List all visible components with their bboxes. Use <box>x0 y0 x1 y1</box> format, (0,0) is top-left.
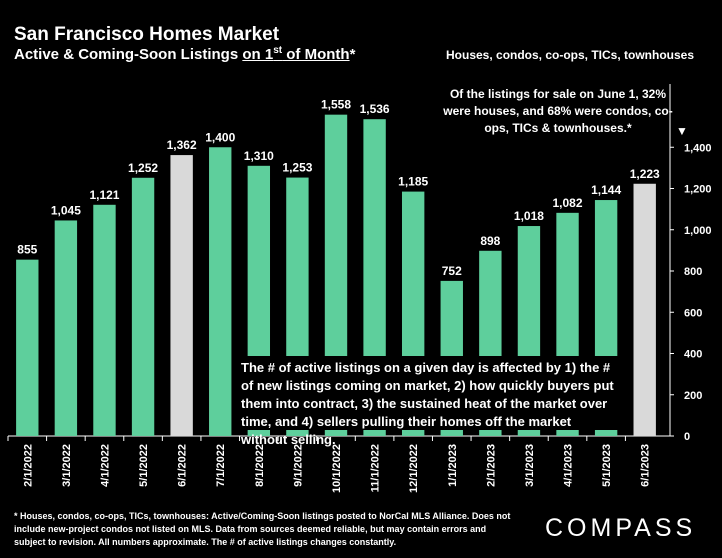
subtitle-prefix: Active & Coming-Soon Listings <box>14 46 243 63</box>
bar-3/1/2022 <box>54 220 78 436</box>
data-label-7/1/2022: 1,400 <box>205 130 235 144</box>
bar-4/1/2022 <box>93 204 116 436</box>
x-tick-label-5/1/2023: 5/1/2023 <box>601 444 613 487</box>
subtitle-superscript: st <box>273 45 283 56</box>
footnote: * Houses, condos, co-ops, TICs, townhous… <box>14 511 511 547</box>
data-label-4/1/2022: 1,121 <box>89 188 119 202</box>
data-label-8/1/2022: 1,310 <box>244 149 274 163</box>
y-tick-label: 1,400 <box>684 142 712 154</box>
y-tick-label: 1,000 <box>684 225 712 237</box>
x-tick-label-4/1/2022: 4/1/2022 <box>99 444 111 487</box>
bar-5/1/2022 <box>131 177 155 436</box>
x-tick-label-12/1/2022: 12/1/2022 <box>408 444 420 493</box>
x-tick-label-9/1/2022: 9/1/2022 <box>292 444 304 487</box>
y-tick-label: 600 <box>684 307 702 319</box>
x-tick-label-6/1/2023: 6/1/2023 <box>640 444 652 487</box>
data-label-5/1/2023: 1,144 <box>591 183 621 197</box>
data-label-2/1/2022: 855 <box>17 243 37 257</box>
data-label-4/1/2023: 1,082 <box>553 196 583 210</box>
x-tick-label-7/1/2022: 7/1/2022 <box>215 444 227 487</box>
data-label-6/1/2023: 1,223 <box>630 167 660 181</box>
data-label-12/1/2022: 1,185 <box>398 175 428 189</box>
y-tick-label: 0 <box>684 431 690 443</box>
category-note: Houses, condos, co-ops, TICs, townhouses <box>446 48 695 62</box>
data-label-9/1/2022: 1,253 <box>282 161 312 175</box>
x-tick-label-11/1/2022: 11/1/2022 <box>370 444 382 492</box>
y-tick-label: 400 <box>684 349 702 361</box>
data-label-2/1/2023: 898 <box>480 234 500 248</box>
y-tick-label: 800 <box>684 266 702 278</box>
data-label-11/1/2022: 1,536 <box>360 102 390 116</box>
x-tick-label-5/1/2022: 5/1/2022 <box>138 444 150 487</box>
bar-6/1/2023 <box>633 183 656 436</box>
x-tick-label-10/1/2022: 10/1/2022 <box>331 444 343 493</box>
subtitle-underlined: on 1st of Month <box>242 45 350 63</box>
x-tick-label-2/1/2023: 2/1/2023 <box>485 444 497 487</box>
bar-chart: 0 200 400 600 800 1,000 1,200 1,400 855 2/1/2022 1… <box>7 84 712 493</box>
data-label-10/1/2022: 1,558 <box>321 98 351 112</box>
data-label-1/1/2023: 752 <box>442 264 462 278</box>
subtitle-underlined-b: of Month <box>282 46 350 63</box>
bar-2/1/2022 <box>16 259 39 436</box>
x-tick-label-6/1/2022: 6/1/2022 <box>177 444 189 487</box>
subtitle-underlined-a: on 1 <box>242 46 274 63</box>
data-label-6/1/2022: 1,362 <box>167 138 197 152</box>
explanation-box: The # of active listings on a given day … <box>237 356 623 447</box>
y-tick-label: 1,200 <box>684 184 712 196</box>
x-tick-label-3/1/2022: 3/1/2022 <box>61 444 73 487</box>
bar-6/1/2022 <box>170 155 193 436</box>
chart-title: San Francisco Homes Market <box>14 24 280 45</box>
bar-10/1/2022 <box>324 114 348 436</box>
down-arrow-icon: ▼ <box>676 124 688 138</box>
data-label-3/1/2023: 1,018 <box>514 209 544 223</box>
compass-logo: COMPASS <box>545 514 697 542</box>
x-tick-label-1/1/2023: 1/1/2023 <box>447 444 459 487</box>
chart-subtitle: Active & Coming-Soon Listings on 1st of … <box>14 45 355 63</box>
data-label-3/1/2022: 1,045 <box>51 203 81 217</box>
june-annotation: Of the listings for sale on June 1, 32% … <box>443 87 673 135</box>
x-tick-label-2/1/2022: 2/1/2022 <box>22 444 34 487</box>
bar-7/1/2022 <box>209 147 232 436</box>
x-tick-label-4/1/2023: 4/1/2023 <box>563 444 575 487</box>
subtitle-suffix: * <box>349 46 356 63</box>
data-label-5/1/2022: 1,252 <box>128 161 158 175</box>
x-tick-label-3/1/2023: 3/1/2023 <box>524 444 536 487</box>
y-tick-label: 200 <box>684 390 702 402</box>
x-tick-label-8/1/2022: 8/1/2022 <box>254 444 266 487</box>
